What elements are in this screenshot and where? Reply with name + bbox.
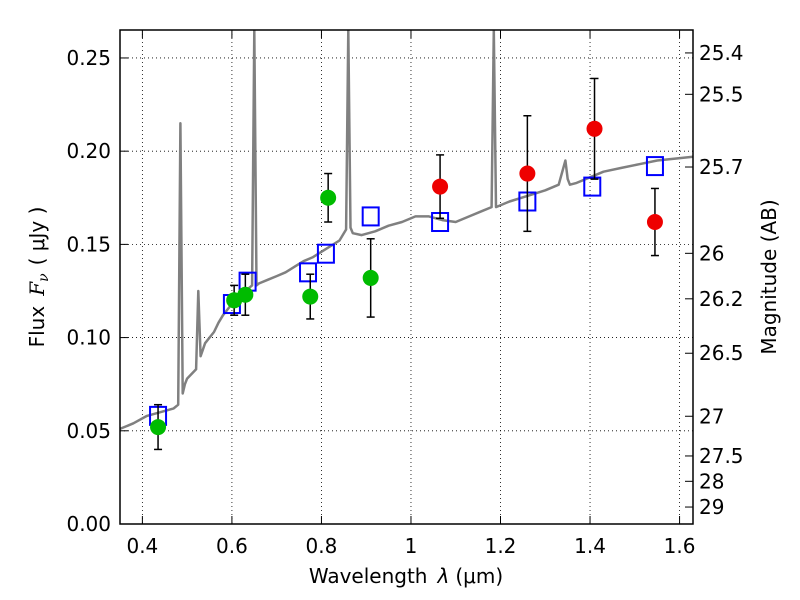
model-spectrum — [120, 30, 693, 431]
model-square-marker — [361, 206, 380, 227]
y-tick-label: 0.25 — [66, 46, 111, 70]
model-square-marker — [299, 262, 318, 283]
model-square-marker — [316, 243, 335, 264]
y2-tick-label: 25.5 — [699, 82, 744, 106]
spectrum-line — [120, 30, 693, 431]
y2-tick-label: 26.2 — [699, 287, 744, 311]
plot-area — [120, 30, 693, 451]
model-square-marker — [583, 176, 602, 197]
y-tick-label: 0.10 — [66, 326, 111, 350]
observed-circle-marker — [519, 165, 536, 182]
x-tick-label: 1.4 — [574, 534, 606, 558]
y-tick-label: 0.00 — [66, 512, 111, 536]
y2-tick-label: 29 — [699, 495, 724, 519]
plot-background — [120, 30, 693, 524]
y-tick-label: 0.20 — [66, 139, 111, 163]
y-axis-label: FluxFν( μJy ) — [25, 207, 52, 348]
x-tick-label: 0.6 — [216, 534, 248, 558]
x-tick-label: 0.8 — [306, 534, 338, 558]
axis-ticks: 0.4 0.6 0.8 1 1.2 1.4 1.6 0.00 0.05 0.10 0.15 0.20 0… — [66, 30, 744, 558]
x-tick-label: 0.4 — [126, 534, 158, 558]
y-tick-label: 0.05 — [66, 419, 111, 443]
observed-circle-marker — [237, 286, 254, 303]
x-axis-label: Wavelength λ (μm) — [309, 564, 503, 588]
observed-circle-marker — [150, 419, 167, 436]
x-tick-label: 1.6 — [664, 534, 696, 558]
observed-circle-marker — [646, 214, 663, 231]
y2-axis-label: Magnitude (AB) — [757, 199, 781, 354]
x-tick-label: 1.2 — [485, 534, 517, 558]
y2-tick-label: 25.4 — [699, 41, 744, 65]
y2-tick-label: 26.5 — [699, 341, 744, 365]
observed-circle-marker — [320, 189, 337, 206]
observed-circle-marker — [302, 288, 319, 305]
observed-circle-marker — [362, 269, 379, 286]
observed-photometry-markers — [150, 120, 663, 436]
observed-circle-marker — [432, 178, 449, 195]
y2-tick-label: 28 — [699, 469, 724, 493]
observed-circle-marker — [586, 120, 603, 137]
y2-tick-label: 27.5 — [699, 444, 744, 468]
y-tick-label: 0.15 — [66, 232, 111, 256]
y2-tick-label: 25.7 — [699, 155, 744, 179]
y2-tick-label: 26 — [699, 241, 724, 265]
x-tick-label: 1 — [405, 534, 418, 558]
plot-frame — [119, 29, 694, 525]
model-square-marker — [645, 156, 664, 177]
y2-tick-label: 27 — [699, 404, 724, 428]
